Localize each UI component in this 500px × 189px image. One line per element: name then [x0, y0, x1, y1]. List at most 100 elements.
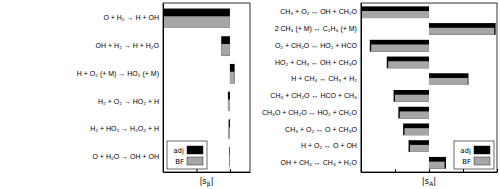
tick: O₂ + CH₂O ↔ HO₂ + HCO [275, 42, 361, 49]
tick-label: CH₃ + CH₂O ↔ HCO + CH₄ [270, 92, 357, 99]
tick-label: H + CH₄ ↔ CH₃ + H₂ [291, 75, 357, 82]
bar [404, 128, 428, 135]
tick-mark [395, 169, 396, 172]
tick: CH₃ + O₂ ↔ OH + CH₂O [280, 8, 361, 15]
tick: H + CH₄ ↔ CH₃ + H₂ [291, 75, 361, 82]
tick: OH + H₂ → H + H₂O [96, 42, 163, 49]
tick: OH + CH₄ ↔ CH₃ + H₂O [280, 159, 361, 166]
legend-swatch [187, 157, 203, 165]
bar [395, 95, 429, 102]
bar [221, 36, 230, 55]
tick: H + O₂ (+ M) → HO₂ (+ M) [77, 70, 163, 78]
bar [388, 61, 429, 68]
y-axis: O + H₂ → H + OH OH + H₂ → H + H₂O H + O₂ (… [77, 4, 164, 173]
tick: H₂ + HO₂ → H₂O₂ + H [90, 125, 163, 132]
tick [230, 169, 231, 172]
tick-mark [429, 169, 430, 172]
tick: H₂ + O₂ → HO₂ + H [98, 98, 163, 105]
bar [229, 127, 230, 139]
legend-box [454, 141, 494, 169]
plot-frame [163, 3, 250, 172]
legend: adj BF [454, 141, 494, 169]
bar [229, 147, 231, 166]
plot-frame [361, 3, 497, 172]
x-axis [361, 169, 497, 173]
tick-label: H + O₂ ↔ O + OH [301, 142, 357, 149]
tick-mark [196, 169, 197, 172]
bar [230, 72, 235, 84]
legend-label: BF [462, 158, 471, 166]
legend-label: BF [175, 158, 184, 166]
axis-line [361, 4, 362, 173]
tick [463, 169, 464, 172]
tick: O + H₂O → OH + OH [92, 153, 163, 160]
y-axis: CH₃ + O₂ ↔ OH + CH₂O 2 CH₃ (+ M) ↔ C₂H₆ (… [262, 4, 362, 173]
tick-label: H₂ + HO₂ → H₂O₂ + H [90, 125, 159, 132]
tick-label: O + H₂ → H + OH [103, 14, 159, 21]
bar [429, 73, 468, 85]
bar [429, 23, 496, 35]
tick: 2 CH₃ (+ M) ↔ C₂H₆ (+ M) [275, 25, 361, 33]
tick [196, 169, 197, 172]
legend-swatch [474, 146, 490, 154]
tick [429, 169, 430, 172]
bar [361, 11, 429, 18]
tick: HO₂ + CH₃ ↔ OH + CH₃O [275, 59, 361, 66]
tick: O + H₂ → H + OH [103, 14, 163, 21]
bar [370, 40, 429, 52]
bar [163, 16, 230, 28]
tick-label: OH + H₂ → H + H₂O [96, 42, 160, 49]
bar [361, 6, 429, 18]
bar [230, 64, 235, 83]
tick: CH₃O + CH₂O ↔ HO₂ + CH₂O [262, 109, 361, 116]
bars [361, 6, 496, 168]
legend-box [167, 141, 207, 169]
tick-mark [463, 169, 464, 172]
tick-mark [497, 169, 498, 172]
axis-line [361, 172, 497, 173]
tick: CH₃ + O₂ ↔ O + CH₃O [285, 126, 361, 133]
tick [395, 169, 396, 172]
bar [394, 90, 429, 102]
tick-label: O₂ + CH₂O ↔ HO₂ + HCO [275, 42, 358, 49]
tick-label: CH₃ + O₂ ↔ OH + CH₂O [280, 8, 357, 15]
legend-swatch [474, 157, 490, 165]
bar [410, 145, 429, 152]
tick-label: H + O₂ (+ M) → HO₂ (+ M) [77, 70, 159, 78]
legend-label: adj [173, 147, 184, 155]
bar [400, 111, 429, 118]
tick-label: HO₂ + CH₃ ↔ OH + CH₃O [275, 59, 357, 66]
axis-line [163, 4, 164, 173]
x-axis [164, 169, 251, 173]
bar [429, 162, 445, 169]
axis-title: |sA| [422, 176, 436, 187]
bar [163, 9, 230, 28]
tick-label: 2 CH₃ (+ M) ↔ C₂H₆ (+ M) [275, 25, 357, 33]
bar [228, 99, 230, 111]
tick-mark [230, 169, 231, 172]
bar [398, 107, 429, 119]
axis-title: |sβ| [199, 176, 213, 188]
tick-label: OH + CH₄ ↔ CH₃ + H₂O [280, 159, 357, 166]
panel: O + H₂ → H + OH OH + H₂ → H + H₂O H + O₂ (… [77, 3, 251, 188]
bar [429, 78, 468, 85]
bar [387, 57, 429, 69]
bar [429, 157, 446, 169]
tick [497, 169, 498, 172]
tick-label: CH₃O + CH₂O ↔ HO₂ + CH₂O [262, 109, 358, 116]
bar [429, 28, 494, 35]
legend: adj BF [167, 141, 207, 169]
tick-label: CH₃ + O₂ ↔ O + CH₃O [285, 126, 357, 133]
bar [228, 92, 230, 111]
tick-label: O + H₂O → OH + OH [92, 153, 159, 160]
tick: H + O₂ ↔ O + OH [301, 142, 361, 149]
panel: CH₃ + O₂ ↔ OH + CH₂O 2 CH₃ (+ M) ↔ C₂H₆ (… [262, 3, 498, 187]
legend-swatch [187, 146, 203, 154]
bar [229, 119, 230, 138]
figure: O + H₂ → H + OH OH + H₂ → H + H₂O H + O₂ (… [0, 0, 500, 189]
bar [229, 155, 231, 167]
legend-label: adj [460, 147, 471, 155]
tick-label: H₂ + O₂ → HO₂ + H [98, 98, 159, 105]
tick: CH₃ + CH₂O ↔ HCO + CH₄ [270, 92, 361, 99]
axis-line [164, 172, 251, 173]
